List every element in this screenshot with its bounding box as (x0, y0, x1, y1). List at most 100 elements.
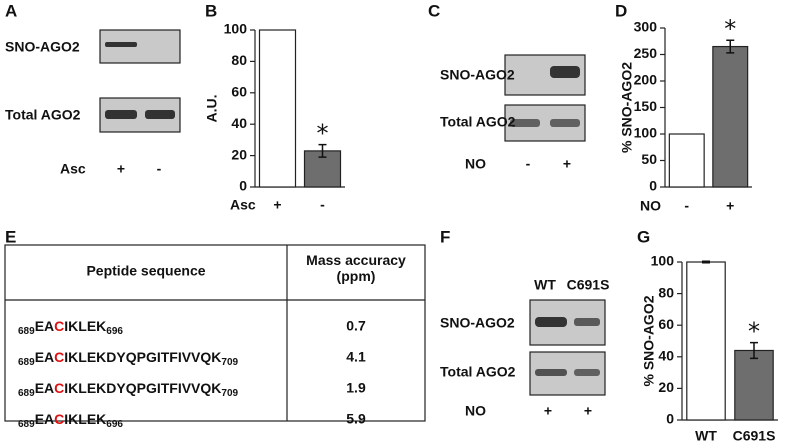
peptide-part: EA (35, 380, 54, 396)
y-tick-label: 0 (239, 178, 247, 194)
peptide-part: EA (35, 318, 54, 334)
residue-end: 709 (221, 388, 238, 399)
y-tick-label: 20 (658, 379, 674, 395)
peptide-part: IKLEK (64, 318, 106, 334)
peptide: 689EACIKLEKDYQPGITFIVVQK709 (18, 349, 239, 368)
x-tick-label: + (273, 197, 281, 213)
blot-row-label: SNO-AGO2 (5, 39, 80, 55)
table-border (4, 244, 426, 422)
y-tick-label: 50 (641, 151, 657, 167)
modified-site: C (54, 380, 64, 396)
y-tick-label: 0 (666, 411, 674, 427)
peptide-part: EA (35, 411, 54, 427)
band (145, 110, 175, 119)
residue-start: 689 (18, 326, 35, 337)
significance-mark: * (317, 120, 329, 148)
lane-label: + (584, 403, 592, 419)
panel-letter: E (5, 227, 16, 246)
bar (668, 133, 705, 188)
panel-letter: G (637, 227, 650, 246)
mass-accuracy: 5.9 (346, 411, 366, 427)
lane-label: + (563, 156, 571, 172)
x-tick-label: WT (695, 428, 717, 444)
band (574, 318, 600, 326)
panel-letter: B (205, 1, 217, 20)
peptide: 689EACIKLEKDYQPGITFIVVQK709 (18, 380, 239, 399)
residue-start: 689 (18, 388, 35, 399)
panel-letter: D (615, 1, 627, 20)
mass-accuracy: 4.1 (346, 349, 366, 365)
lane-label: + (117, 161, 125, 177)
peptide: 689EACIKLEK696 (18, 318, 123, 337)
y-tick-label: 40 (231, 115, 247, 131)
x-axis-label: Asc (230, 197, 256, 213)
table-header: Mass accuracy (ppm) (306, 252, 406, 284)
residue-start: 689 (18, 419, 35, 430)
lane-header: C691S (567, 277, 610, 293)
panel-letter: C (428, 1, 440, 20)
y-tick-label: 60 (231, 84, 247, 100)
table-header-box: Mass accuracy (ppm) (306, 252, 406, 284)
blot-row-label: Total AGO2 (440, 364, 516, 380)
band (105, 110, 137, 119)
y-tick-label: 100 (224, 21, 248, 37)
band (510, 119, 540, 127)
blot-row-label: SNO-AGO2 (440, 315, 515, 331)
y-tick-label: 200 (634, 72, 658, 88)
residue-end: 696 (106, 419, 123, 430)
y-tick-label: 80 (658, 284, 674, 300)
panel-letter: A (5, 1, 17, 20)
y-axis-label: % SNO-AGO2 (619, 62, 635, 153)
bar (734, 349, 774, 421)
treatment-label: NO (465, 403, 486, 419)
y-axis-label: A.U. (204, 95, 220, 123)
blot-row-label: SNO-AGO2 (440, 67, 515, 83)
peptide-part: IKLEKDYQPGITFIVVQK (64, 349, 221, 365)
y-tick-label: 40 (658, 348, 674, 364)
table-rows: 689EACIKLEK696 0.7689EACIKLEKDYQPGITFIVVQ… (18, 318, 366, 430)
y-tick-label: 0 (649, 178, 657, 194)
y-axis-label: % SNO-AGO2 (641, 295, 657, 386)
band (105, 42, 137, 47)
lane-header: WT (534, 277, 556, 293)
peptide-part: IKLEK (64, 411, 106, 427)
y-tick-label: 150 (634, 98, 658, 114)
blot-row-label: Total AGO2 (440, 114, 516, 130)
peptide: 689EACIKLEK696 (18, 411, 123, 430)
x-tick-label: - (320, 197, 325, 213)
y-tick-label: 300 (634, 19, 658, 35)
treatment-label: NO (465, 156, 486, 172)
blot-row-label: Total AGO2 (5, 107, 81, 123)
peptide-part: EA (35, 349, 54, 365)
mass-accuracy: 1.9 (346, 380, 366, 396)
bar (686, 261, 726, 421)
y-tick-label: 100 (651, 253, 675, 269)
band (535, 317, 567, 327)
band (550, 66, 580, 78)
lane-label: - (157, 161, 162, 177)
significance-mark: * (748, 318, 760, 346)
y-tick-label: 250 (634, 45, 658, 61)
error-bar (318, 143, 327, 158)
error-bar (750, 341, 758, 360)
residue-start: 689 (18, 357, 35, 368)
residue-end: 709 (221, 357, 238, 368)
significance-mark: * (724, 15, 736, 43)
lane-label: + (544, 403, 552, 419)
y-tick-label: 20 (231, 146, 247, 162)
x-tick-label: - (684, 198, 689, 214)
band (574, 369, 600, 376)
panel-letter: F (440, 227, 450, 246)
y-tick-label: 80 (231, 52, 247, 68)
band (535, 369, 567, 376)
y-tick-label: 100 (634, 125, 658, 141)
residue-end: 696 (106, 326, 123, 337)
mass-accuracy: 0.7 (346, 318, 366, 334)
modified-site: C (54, 349, 64, 365)
y-tick-label: 60 (658, 316, 674, 332)
table-header: Peptide sequence (86, 263, 205, 279)
lane-label: - (526, 156, 531, 172)
bar (712, 45, 749, 188)
x-tick-label: C691S (733, 428, 776, 444)
